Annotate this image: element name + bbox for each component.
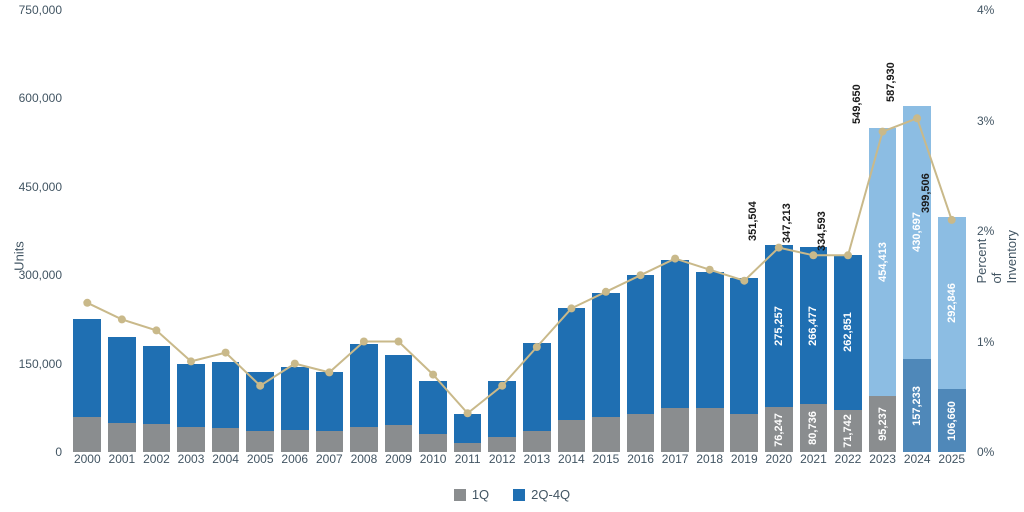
pct-line-marker	[360, 338, 368, 346]
pct-line-marker	[913, 114, 921, 122]
pct-line-marker	[844, 251, 852, 259]
x-tick: 2001	[105, 452, 140, 472]
x-tick: 2012	[485, 452, 520, 472]
pct-line-marker	[429, 371, 437, 379]
x-tick: 2008	[347, 452, 382, 472]
y-left-tick: 0	[55, 445, 62, 459]
pct-line-marker	[809, 251, 817, 259]
y-axis-left: Units 0 150,000 300,000 450,000 600,000 750,0…	[0, 0, 70, 512]
pct-line-marker	[740, 277, 748, 285]
x-tick: 2016	[623, 452, 658, 472]
legend-swatch	[454, 489, 466, 501]
pct-line-marker	[879, 128, 887, 136]
y-axis-left-label: Units	[11, 241, 26, 271]
pct-line-marker	[706, 266, 714, 274]
pct-line-marker	[152, 326, 160, 334]
pct-line-marker	[187, 357, 195, 365]
x-tick: 2006	[277, 452, 312, 472]
x-tick: 2014	[554, 452, 589, 472]
x-tick: 2000	[70, 452, 105, 472]
legend: 1Q 2Q-4Q	[0, 487, 1024, 502]
pct-line-marker	[222, 349, 230, 357]
pct-line-marker	[602, 288, 610, 296]
legend-item: 1Q	[454, 487, 489, 502]
chart-wrapper: Units 0 150,000 300,000 450,000 600,000 750,0…	[0, 0, 1024, 512]
legend-label: 2Q-4Q	[531, 487, 570, 502]
x-tick: 2021	[796, 452, 831, 472]
pct-line-marker	[671, 255, 679, 263]
y-right-tick: 0%	[977, 445, 994, 459]
pct-line-marker	[291, 360, 299, 368]
y-right-tick: 2%	[977, 224, 994, 238]
legend-item: 2Q-4Q	[513, 487, 570, 502]
x-tick: 2010	[416, 452, 451, 472]
x-tick: 2011	[450, 452, 485, 472]
pct-line-marker	[395, 338, 403, 346]
x-tick: 2009	[381, 452, 416, 472]
x-tick: 2004	[208, 452, 243, 472]
x-tick: 2003	[174, 452, 209, 472]
pct-line-marker	[533, 343, 541, 351]
pct-line-marker	[775, 244, 783, 252]
y-right-tick: 1%	[977, 335, 994, 349]
pct-line-marker	[498, 382, 506, 390]
x-tick: 2022	[831, 452, 866, 472]
y-left-tick: 600,000	[19, 91, 62, 105]
legend-swatch	[513, 489, 525, 501]
y-right-tick: 3%	[977, 114, 994, 128]
pct-line-marker	[118, 315, 126, 323]
x-tick: 2025	[934, 452, 969, 472]
x-axis: 2000200120022003200420052006200720082009…	[70, 452, 969, 472]
legend-label: 1Q	[472, 487, 489, 502]
x-tick: 2007	[312, 452, 347, 472]
y-left-tick: 450,000	[19, 180, 62, 194]
x-tick: 2017	[658, 452, 693, 472]
x-tick: 2002	[139, 452, 174, 472]
pct-line-marker	[464, 409, 472, 417]
pct-line-marker	[256, 382, 264, 390]
x-tick: 2020	[762, 452, 797, 472]
x-tick: 2018	[692, 452, 727, 472]
x-tick: 2013	[520, 452, 555, 472]
pct-line-marker	[637, 271, 645, 279]
pct-line	[87, 118, 951, 413]
y-left-tick: 750,000	[19, 3, 62, 17]
x-tick: 2005	[243, 452, 278, 472]
pct-line-marker	[948, 216, 956, 224]
x-tick: 2015	[589, 452, 624, 472]
pct-line-marker	[567, 304, 575, 312]
y-axis-right: Percent of Inventory 0%1%2%3%4%	[969, 0, 1024, 512]
line-layer	[70, 10, 969, 452]
y-right-tick: 4%	[977, 3, 994, 17]
y-left-tick: 300,000	[19, 268, 62, 282]
x-tick: 2019	[727, 452, 762, 472]
x-tick: 2024	[900, 452, 935, 472]
x-tick: 2023	[865, 452, 900, 472]
pct-line-marker	[83, 299, 91, 307]
y-left-tick: 150,000	[19, 357, 62, 371]
pct-line-marker	[325, 368, 333, 376]
plot-area: 76,247275,257351,50480,736266,477347,213…	[70, 10, 969, 452]
